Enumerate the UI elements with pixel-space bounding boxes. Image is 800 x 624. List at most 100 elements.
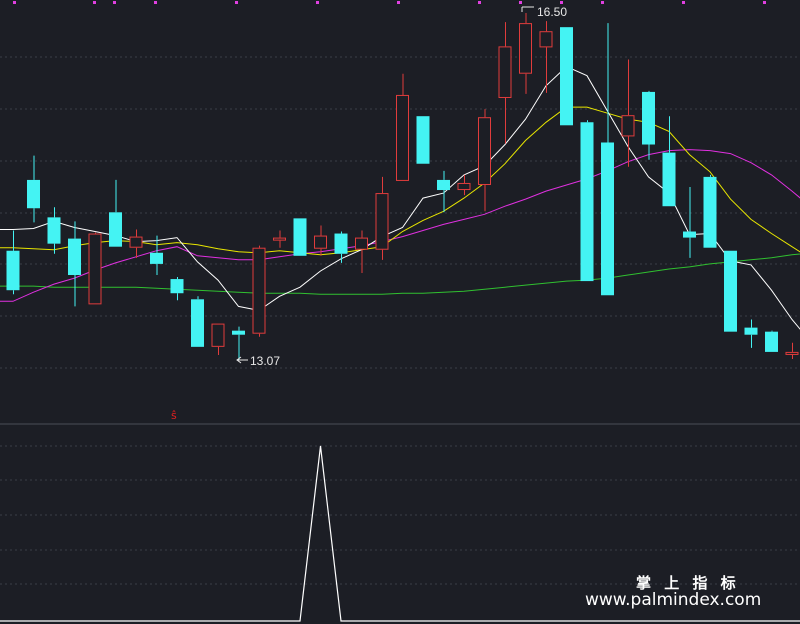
candle-body (416, 116, 430, 164)
candle-down (191, 296, 204, 347)
top-dot (397, 1, 400, 4)
candle-body (724, 250, 737, 332)
candle-body (683, 231, 696, 238)
top-dot (601, 1, 604, 4)
candle-down (703, 174, 717, 248)
candle-up (211, 323, 225, 355)
candle-down (601, 23, 614, 296)
candle-body (662, 152, 676, 207)
price-annotations: 16.50 13.07 (236, 5, 567, 368)
candle-body (232, 330, 245, 335)
candle-body (109, 212, 122, 247)
candle-down (232, 326, 245, 360)
candle-up (785, 342, 799, 359)
candle-down (334, 231, 348, 263)
top-dot (316, 1, 319, 4)
candle-down (47, 207, 61, 254)
top-dot (113, 1, 116, 4)
candle-down (724, 250, 737, 332)
top-dot (560, 1, 563, 4)
candle-body (498, 46, 512, 98)
candle-down (642, 90, 655, 160)
ma60-line (0, 252, 800, 295)
candle-down (580, 120, 594, 282)
candle-body (273, 237, 286, 241)
high-price-label: 16.50 (537, 5, 567, 19)
candle-up (252, 245, 266, 337)
candle-up (519, 13, 532, 94)
indicator-panel (0, 445, 800, 622)
candle-body (211, 323, 225, 347)
top-dot (235, 1, 238, 4)
candle-body (703, 176, 717, 248)
watermark-url: www.palmindex.com (585, 590, 761, 610)
candle-body (457, 182, 471, 191)
candle-body (150, 252, 163, 264)
top-dot (13, 1, 16, 4)
candle-body (334, 233, 348, 254)
candle-up (273, 230, 286, 248)
candle-down (109, 179, 122, 247)
candle-up (375, 176, 389, 260)
candle-up (539, 21, 553, 93)
top-dot (478, 1, 481, 4)
candle-up (355, 230, 368, 273)
candle-body (519, 23, 532, 74)
candle-body (27, 179, 40, 209)
candle-body (191, 299, 204, 347)
candle-body (539, 31, 553, 48)
candle-up (478, 109, 491, 212)
candle-body (744, 327, 758, 335)
candle-body (560, 27, 573, 126)
candle-body (6, 250, 20, 291)
indicator-line (0, 445, 800, 622)
candle-body (314, 235, 327, 249)
low-price-label: 13.07 (250, 354, 280, 368)
candle-body (355, 237, 368, 250)
candle-body (252, 247, 266, 334)
candle-up (621, 59, 635, 167)
low-pointer-arrow (236, 356, 242, 364)
candle-down (170, 277, 184, 301)
top-dot (154, 1, 157, 4)
top-dot (763, 1, 766, 4)
grid-lines (0, 56, 800, 585)
candle-down (560, 27, 573, 126)
candle-down (6, 230, 20, 295)
top-dot (519, 1, 522, 4)
signal-marker: ŝ (171, 409, 177, 422)
candle-up (457, 174, 471, 196)
candle-down (437, 170, 450, 213)
candle-body (580, 122, 594, 282)
candle-down (416, 116, 430, 164)
candle-down (765, 330, 778, 352)
candle-body (478, 117, 491, 185)
top-dot (682, 1, 685, 4)
candle-body (785, 351, 799, 355)
candle-body (396, 94, 409, 181)
candle-down (683, 187, 696, 258)
top-dot (93, 1, 96, 4)
candles (6, 13, 799, 360)
candle-up (88, 232, 102, 305)
candle-body (88, 233, 102, 305)
candle-down (662, 116, 676, 207)
ma20-line (0, 149, 800, 302)
candle-down (293, 218, 307, 256)
candle-body (47, 217, 61, 244)
candle-up (498, 22, 512, 144)
candle-body (765, 331, 778, 352)
candle-body (68, 238, 81, 276)
candle-body (375, 193, 389, 250)
candle-body (642, 91, 655, 145)
candle-body (437, 179, 450, 191)
candle-up (129, 229, 143, 258)
candle-up (396, 73, 409, 181)
top-dot-markers (13, 1, 766, 4)
candle-body (293, 218, 307, 256)
candle-down (744, 319, 758, 348)
candle-down (68, 221, 81, 307)
candle-down (27, 155, 40, 223)
